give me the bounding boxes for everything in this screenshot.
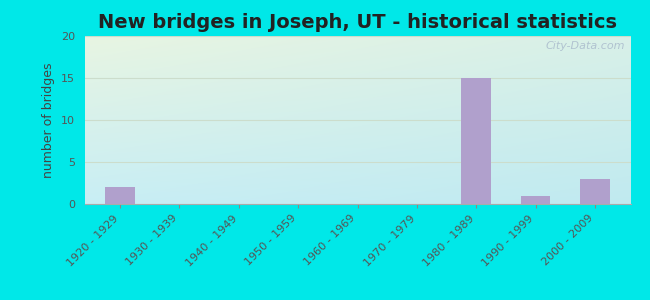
- Y-axis label: number of bridges: number of bridges: [42, 62, 55, 178]
- Title: New bridges in Joseph, UT - historical statistics: New bridges in Joseph, UT - historical s…: [98, 13, 617, 32]
- Text: City-Data.com: City-Data.com: [545, 41, 625, 51]
- Bar: [580, 179, 610, 204]
- Bar: [462, 78, 491, 204]
- Bar: [105, 187, 135, 204]
- Bar: [521, 196, 551, 204]
